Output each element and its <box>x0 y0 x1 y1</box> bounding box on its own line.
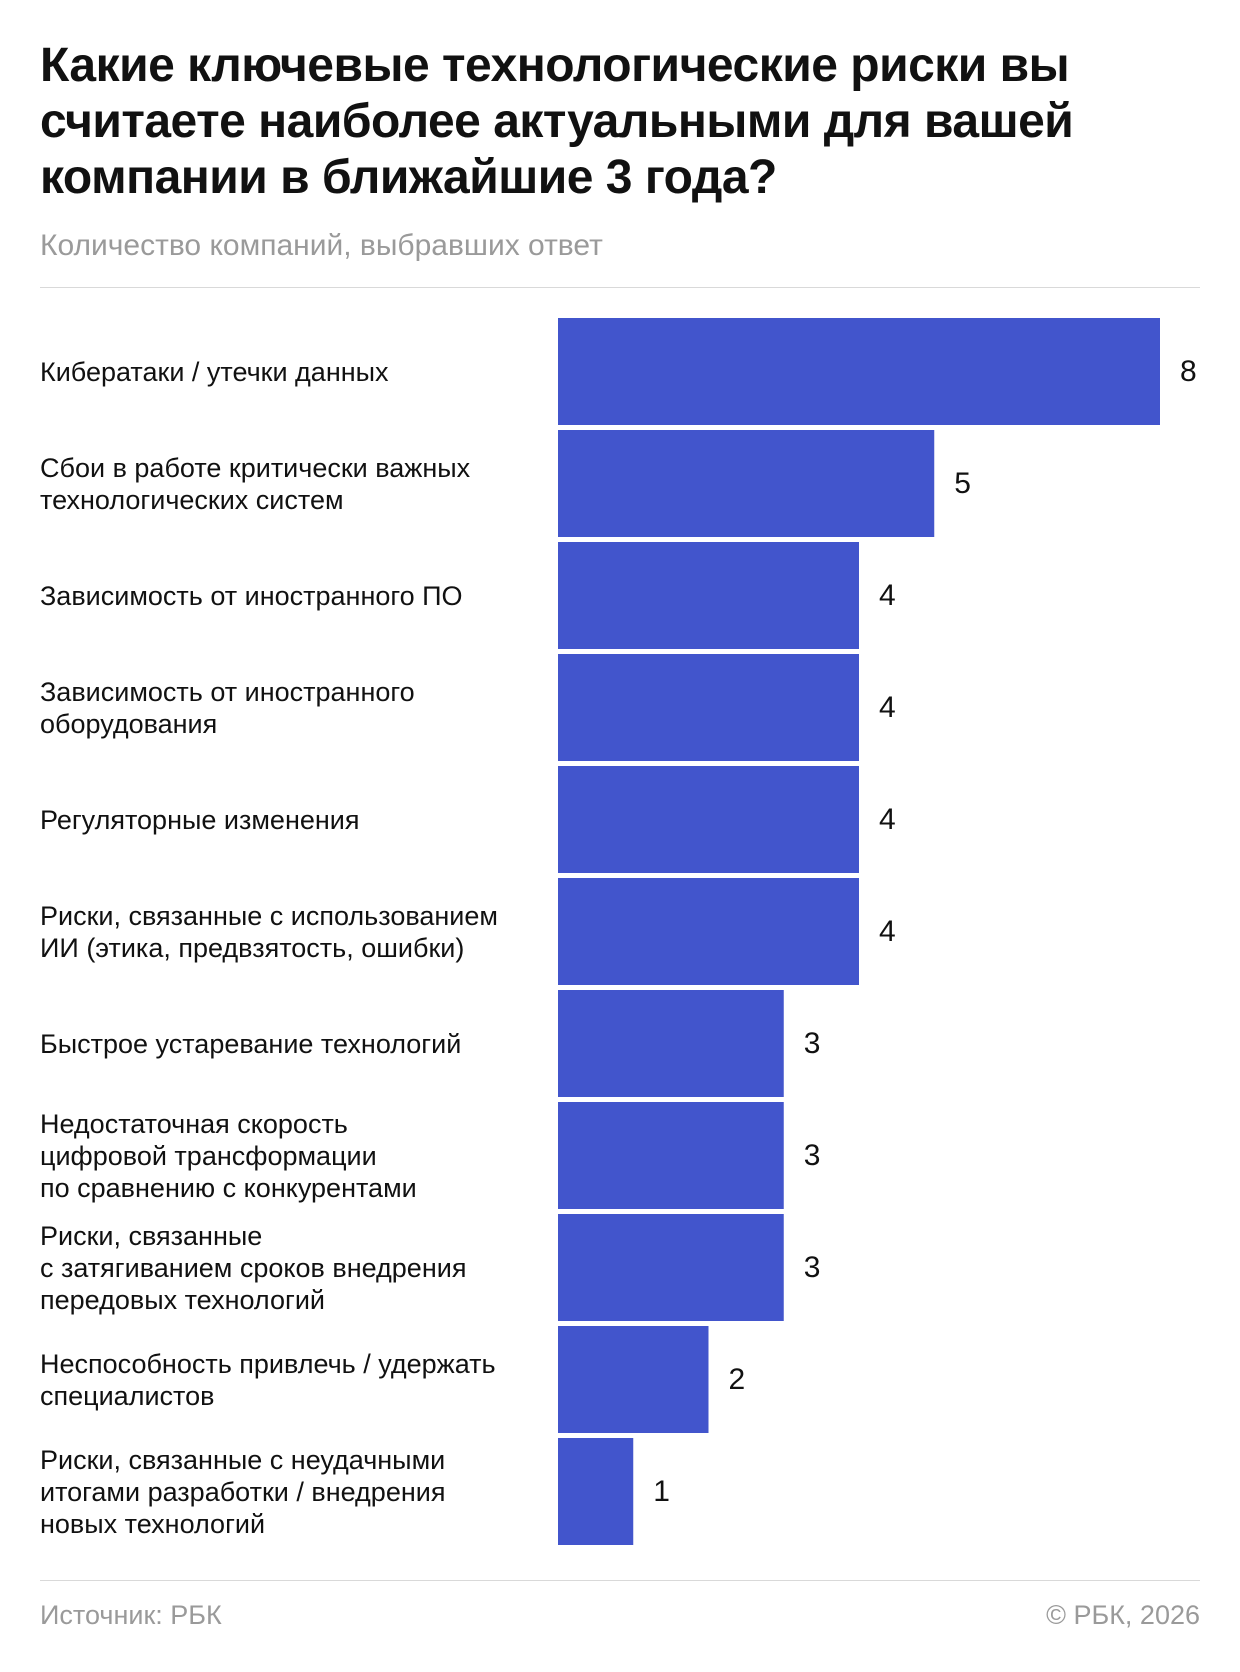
category-label-6: Быстрое устаревание технологий <box>40 1029 461 1059</box>
chart-title: Какие ключевые технологические риски вы … <box>40 39 1074 204</box>
source-note: Источник: РБК <box>40 1600 222 1630</box>
category-label-0: Кибератаки / утечки данных <box>40 357 389 387</box>
top-divider <box>40 287 1200 288</box>
category-label-9: Неспособность привлечь / удержать специал… <box>40 1349 496 1411</box>
bar-5 <box>558 878 859 985</box>
category-label-8: Риски, связанные с затягиванием сроков вн… <box>40 1221 466 1315</box>
category-label-line: с затягиванием сроков внедрения <box>40 1253 466 1283</box>
category-label-line: Быстрое устаревание технологий <box>40 1029 461 1059</box>
value-label-9: 2 <box>729 1363 746 1396</box>
value-label-5: 4 <box>879 915 896 948</box>
bar-6 <box>558 990 784 1097</box>
bar-1 <box>558 430 935 537</box>
value-label-10: 1 <box>653 1475 670 1508</box>
category-label-line: Регуляторные изменения <box>40 805 359 835</box>
category-label-line: цифровой трансформации <box>40 1141 377 1171</box>
bar-3 <box>558 654 859 761</box>
category-label-5: Риски, связанные с использованием ИИ (эти… <box>40 901 498 963</box>
bar-2 <box>558 542 859 649</box>
category-label-line: Зависимость от иностранного ПО <box>40 581 463 611</box>
category-label-line: Риски, связанные <box>40 1221 262 1251</box>
category-label-line: ИИ (этика, предвзятость, ошибки) <box>40 933 464 963</box>
category-label-line: новых технологий <box>40 1509 265 1539</box>
value-label-6: 3 <box>804 1027 821 1060</box>
category-label-10: Риски, связанные с неудачными итогами раз… <box>40 1445 445 1539</box>
category-label-line: по сравнению с конкурентами <box>40 1173 417 1203</box>
bar-8 <box>558 1214 784 1321</box>
category-label-line: оборудования <box>40 709 217 739</box>
category-label-line: Кибератаки / утечки данных <box>40 357 389 387</box>
category-label-line: Сбои в работе критически важных <box>40 453 471 483</box>
copyright-note: © РБК, 2026 <box>1046 1600 1200 1630</box>
bar-7 <box>558 1102 784 1209</box>
category-label-line: итогами разработки / внедрения <box>40 1477 445 1507</box>
category-label-3: Зависимость от иностранного оборудования <box>40 677 415 739</box>
chart-subtitle: Количество компаний, выбравших ответ <box>40 229 603 262</box>
category-label-line: Зависимость от иностранного <box>40 677 415 707</box>
value-label-2: 4 <box>879 579 896 612</box>
bar-0 <box>558 318 1160 425</box>
category-label-line: Недостаточная скорость <box>40 1109 348 1139</box>
value-label-1: 5 <box>954 467 971 500</box>
bar-10 <box>558 1438 634 1545</box>
value-label-7: 3 <box>804 1139 821 1172</box>
bottom-divider <box>40 1580 1200 1581</box>
category-label-line: Риски, связанные с неудачными <box>40 1445 445 1475</box>
category-label-line: Неспособность привлечь / удержать <box>40 1349 496 1379</box>
value-label-3: 4 <box>879 691 896 724</box>
bar-4 <box>558 766 859 873</box>
category-label-7: Недостаточная скорость цифровой трансформ… <box>40 1109 417 1203</box>
value-label-4: 4 <box>879 803 896 836</box>
category-label-line: специалистов <box>40 1381 214 1411</box>
category-label-line: технологических систем <box>40 485 344 515</box>
category-label-line: Риски, связанные с использованием <box>40 901 498 931</box>
category-label-line: передовых технологий <box>40 1285 325 1315</box>
value-label-0: 8 <box>1180 355 1197 388</box>
category-label-1: Сбои в работе критически важных технологи… <box>40 453 471 515</box>
category-label-4: Регуляторные изменения <box>40 805 359 835</box>
bar-9 <box>558 1326 709 1433</box>
value-label-8: 3 <box>804 1251 821 1284</box>
category-label-2: Зависимость от иностранного ПО <box>40 581 463 611</box>
